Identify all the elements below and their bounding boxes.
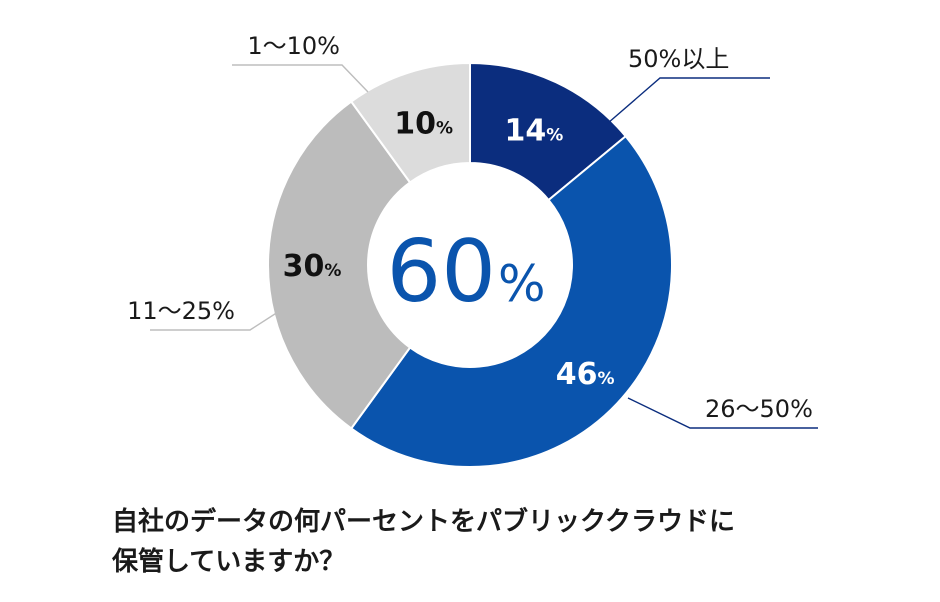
category-label: 26〜50% [705,395,813,423]
segment-value-label: 10% [394,106,453,141]
leader-line [150,311,279,331]
leader-line [232,64,369,93]
donut-segments [267,61,674,468]
leader-line [607,77,770,124]
center-label: 60% [387,222,546,322]
category-label: 11〜25% [127,297,235,325]
caption-line-2: 保管していますか？ [112,547,346,577]
chart-caption: 自社のデータの何パーセントをパブリッククラウドに 保管していますか？ [112,502,832,582]
donut-chart: 14% 50%以上 46% 26〜50% 30% 11〜25% 10% 1〜10% 60% [127,32,818,468]
leader-line [627,397,818,429]
donut-segment-14 [469,61,628,202]
category-label: 1〜10% [247,32,340,60]
segment-value-label: 30% [283,249,342,284]
category-label: 50%以上 [628,45,729,73]
donut-segment-46 [349,134,674,468]
center-value: 60% [387,222,546,322]
segment-labels: 14% 50%以上 46% 26〜50% 30% 11〜25% 10% 1〜10% [127,32,813,423]
segment-value-label: 46% [556,357,615,392]
leader-lines [150,64,818,429]
donut-segment-10 [349,61,471,184]
donut-segment-30 [267,100,412,430]
caption-line-1: 自社のデータの何パーセントをパブリッククラウドに [112,507,735,537]
segment-value-label: 14% [504,113,563,148]
